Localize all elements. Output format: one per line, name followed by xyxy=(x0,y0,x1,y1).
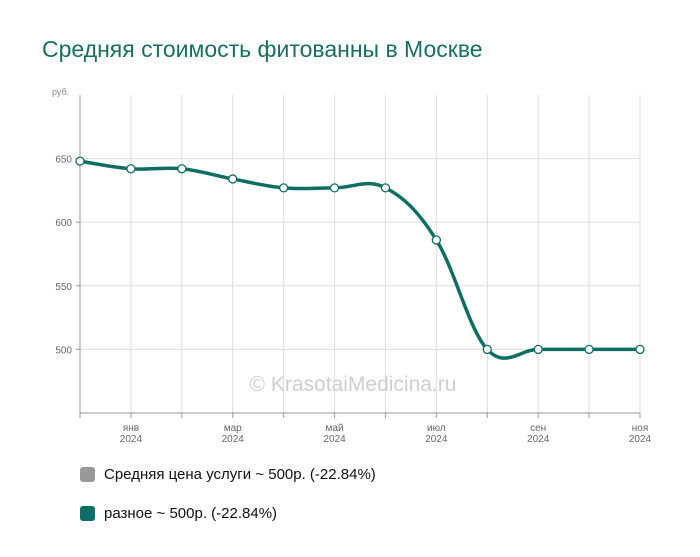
legend-swatch xyxy=(80,466,95,482)
data-point xyxy=(126,164,136,174)
y-tick-label: 500 xyxy=(55,345,72,356)
legend-swatch xyxy=(80,505,95,521)
chart-title: Средняя стоимость фитованны в Москве xyxy=(42,36,483,62)
grid xyxy=(80,95,641,413)
data-point xyxy=(75,156,85,166)
legend-item-average-price[interactable]: Средняя цена услуги ~ 500р. (-22.84%) xyxy=(80,462,376,486)
y-tick-label: 600 xyxy=(55,218,72,229)
series-line-2 xyxy=(78,159,642,360)
data-point xyxy=(278,183,289,193)
data-point xyxy=(380,183,391,193)
y-axis-unit-label: руб. xyxy=(52,87,69,97)
data-point xyxy=(329,183,340,193)
legend: Средняя цена услуги ~ 500р. (-22.84%) ра… xyxy=(80,462,376,540)
data-point xyxy=(482,344,492,355)
data-points xyxy=(75,156,645,355)
data-point xyxy=(584,344,594,355)
x-tick-label: сен 2024 xyxy=(527,423,550,445)
watermark: © KrasotaiMedicina.ru xyxy=(250,373,457,396)
axes xyxy=(76,95,641,418)
series-line-1 xyxy=(79,160,641,360)
x-tick-label: май 2024 xyxy=(323,423,346,445)
data-point xyxy=(533,344,543,355)
data-point xyxy=(635,344,645,355)
x-tick-label: мар 2024 xyxy=(222,423,245,445)
legend-label: разное ~ 500р. (-22.84%) xyxy=(104,504,278,522)
x-tick-label: ноя 2024 xyxy=(629,423,652,445)
x-tick-label: янв 2024 xyxy=(120,423,143,445)
y-tick-labels: 500 550 600 650 xyxy=(55,155,72,357)
data-point xyxy=(177,164,187,174)
x-tick-labels: янв 2024 мар 2024 май 2024 июл 2024 сен 2024 ноя 20… xyxy=(120,423,652,445)
data-point xyxy=(228,174,238,184)
series-group xyxy=(78,159,642,360)
y-tick-label: 550 xyxy=(55,282,72,293)
y-tick-label: 650 xyxy=(55,155,72,166)
data-point xyxy=(431,235,442,245)
legend-label: Средняя цена услуги ~ 500р. (-22.84%) xyxy=(104,465,376,483)
x-tick-label: июл 2024 xyxy=(425,423,448,445)
legend-item-misc[interactable]: разное ~ 500р. (-22.84%) xyxy=(80,501,376,525)
